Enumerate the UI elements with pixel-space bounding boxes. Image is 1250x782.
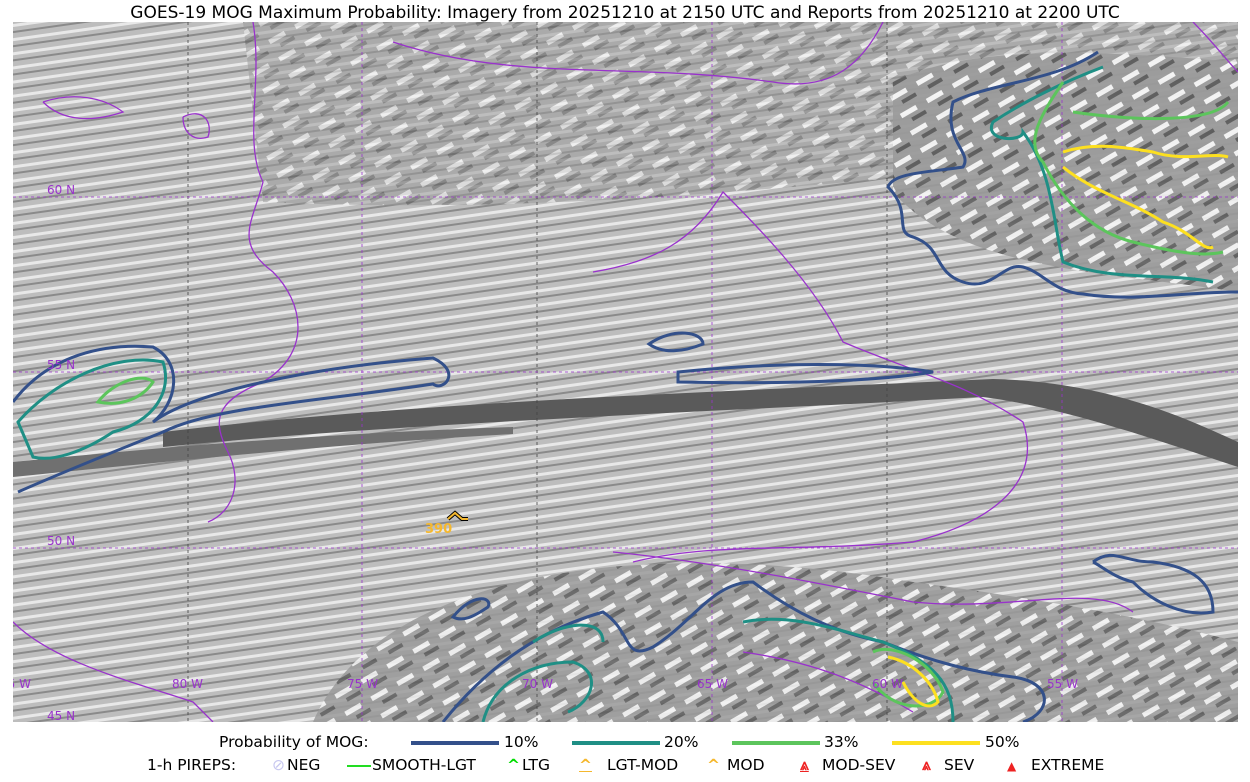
swatch-50 (892, 741, 980, 745)
legend-extreme: EXTREME (1031, 756, 1105, 774)
lat-label-60: 60 N (47, 183, 75, 197)
contour-33-northeast (1033, 81, 1230, 256)
lat-label-50: 50 N (47, 534, 75, 548)
lon-label-80: 80 W (172, 677, 203, 691)
contour-10-island (646, 331, 705, 353)
contour-20-south (481, 617, 955, 722)
lon-label-85: 85 W (13, 677, 31, 691)
grid-labels: 60 N 55 N 50 N 45 N 85 W 80 W 75 W 70 W … (13, 183, 1078, 722)
legend-50: 50% (985, 733, 1020, 751)
probability-legend-title: Probability of MOG: (219, 733, 369, 751)
filled-triangle-icon: ▲ (1007, 759, 1017, 773)
swatch-20 (572, 741, 660, 745)
neg-circle-icon: ⊘ (272, 756, 285, 774)
legend-mod-sev: MOD-SEV (822, 756, 896, 774)
line-icon (347, 765, 371, 767)
caret-bar-icon: ^ (579, 756, 592, 774)
legend-neg: NEG (287, 756, 321, 774)
swatch-33 (732, 741, 820, 745)
lat-label-45: 45 N (47, 709, 75, 722)
caret-icon: ^ (707, 756, 720, 774)
caret-icon: ^ (507, 756, 520, 774)
jet-stream-band (163, 379, 1238, 467)
gridlines (13, 22, 1238, 722)
lon-label-70: 70 W (522, 677, 553, 691)
cloud-region-northeast (893, 53, 1238, 292)
legend-10: 10% (504, 733, 539, 751)
pirep-mod-report: 390 (425, 510, 468, 537)
contour-20-west (16, 358, 168, 460)
legend-smooth-lgt: SMOOTH-LGT (372, 756, 476, 774)
lon-label-75: 75 W (347, 677, 378, 691)
double-caret-icon: ⩓ (922, 756, 931, 774)
legend-20: 20% (664, 733, 699, 751)
lon-label-60: 60 W (872, 677, 903, 691)
contour-50-south (887, 655, 940, 708)
lon-label-65: 65 W (697, 677, 728, 691)
probability-contours (13, 50, 1238, 722)
contour-10-south-east (1092, 553, 1215, 615)
pireps-legend-title: 1-h PIREPS: (147, 756, 237, 774)
contour-10-northeast (886, 50, 1238, 299)
jet-stream-band-secondary (13, 427, 513, 477)
satellite-map: 390 60 N 55 N 50 N 45 N 85 W 80 W 75 W 7… (13, 22, 1238, 722)
contour-33-west (95, 376, 155, 405)
lon-label-55: 55 W (1047, 677, 1078, 691)
swatch-10 (411, 741, 499, 745)
contour-20-northeast (989, 65, 1214, 284)
contour-33-south (871, 647, 945, 708)
legend-33: 33% (824, 733, 859, 751)
legend-mod: MOD (727, 756, 765, 774)
contour-10-small (450, 597, 491, 621)
pirep-altitude-label: 390 (425, 522, 452, 537)
contour-10-west (13, 344, 451, 494)
legend-sev: SEV (944, 756, 975, 774)
contour-50-northeast (1062, 144, 1229, 250)
lat-label-55: 55 N (47, 358, 75, 372)
contour-10-mid (676, 363, 934, 385)
legend-lgt-mod: LGT-MOD (607, 756, 679, 774)
contour-10-south (441, 580, 1046, 722)
double-caret-bar-icon: ⩓ (800, 756, 809, 774)
legend-ltg: LTG (522, 756, 550, 774)
map-title: GOES-19 MOG Maximum Probability: Imagery… (130, 3, 1120, 23)
